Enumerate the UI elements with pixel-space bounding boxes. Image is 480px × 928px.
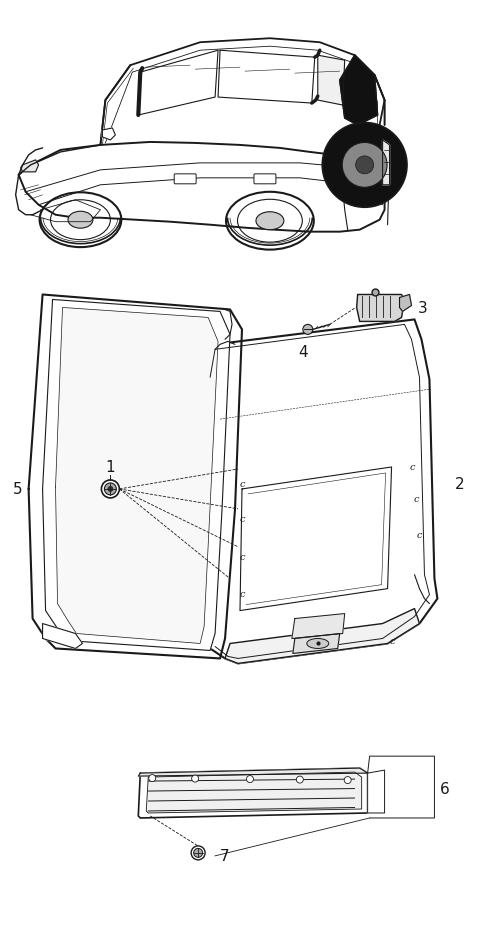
Polygon shape <box>383 141 390 186</box>
Circle shape <box>193 848 203 857</box>
Ellipse shape <box>307 638 329 649</box>
Text: c: c <box>390 637 395 645</box>
Polygon shape <box>43 300 230 651</box>
Circle shape <box>192 775 199 782</box>
Polygon shape <box>138 768 368 818</box>
Text: c: c <box>409 463 415 472</box>
Text: 3: 3 <box>418 301 427 316</box>
Ellipse shape <box>322 123 407 208</box>
Polygon shape <box>399 295 411 312</box>
Ellipse shape <box>256 213 284 230</box>
Ellipse shape <box>68 212 93 229</box>
Polygon shape <box>292 614 345 638</box>
Polygon shape <box>21 161 38 173</box>
Polygon shape <box>19 143 384 232</box>
Polygon shape <box>138 51 218 116</box>
Text: c: c <box>240 515 245 523</box>
Circle shape <box>247 776 253 782</box>
FancyBboxPatch shape <box>174 174 196 185</box>
Text: c: c <box>413 495 419 504</box>
Polygon shape <box>29 295 242 659</box>
Text: c: c <box>417 531 422 540</box>
Polygon shape <box>357 295 405 322</box>
Text: c: c <box>240 553 245 561</box>
Circle shape <box>101 481 120 498</box>
Ellipse shape <box>342 143 387 188</box>
Polygon shape <box>43 624 83 649</box>
Text: 6: 6 <box>439 780 449 795</box>
Polygon shape <box>293 634 340 653</box>
Circle shape <box>104 483 116 496</box>
Polygon shape <box>340 56 378 126</box>
Polygon shape <box>318 56 345 106</box>
Text: c: c <box>240 480 245 489</box>
Text: 5: 5 <box>13 482 23 496</box>
Text: 4: 4 <box>298 345 308 360</box>
Polygon shape <box>218 51 315 104</box>
Text: 1: 1 <box>106 459 115 474</box>
Polygon shape <box>146 772 361 813</box>
Text: c: c <box>240 589 245 599</box>
Circle shape <box>344 777 351 784</box>
Circle shape <box>303 325 313 335</box>
Polygon shape <box>102 129 115 141</box>
Polygon shape <box>56 308 218 644</box>
Text: 2: 2 <box>455 477 464 492</box>
Ellipse shape <box>356 157 373 174</box>
Circle shape <box>296 776 303 783</box>
Text: 7: 7 <box>220 848 230 863</box>
Circle shape <box>149 775 156 781</box>
Polygon shape <box>368 770 384 813</box>
Polygon shape <box>240 468 392 611</box>
Polygon shape <box>208 320 437 664</box>
Circle shape <box>191 846 205 860</box>
Polygon shape <box>225 609 420 664</box>
Polygon shape <box>138 768 368 776</box>
Circle shape <box>108 487 113 492</box>
FancyBboxPatch shape <box>254 174 276 185</box>
